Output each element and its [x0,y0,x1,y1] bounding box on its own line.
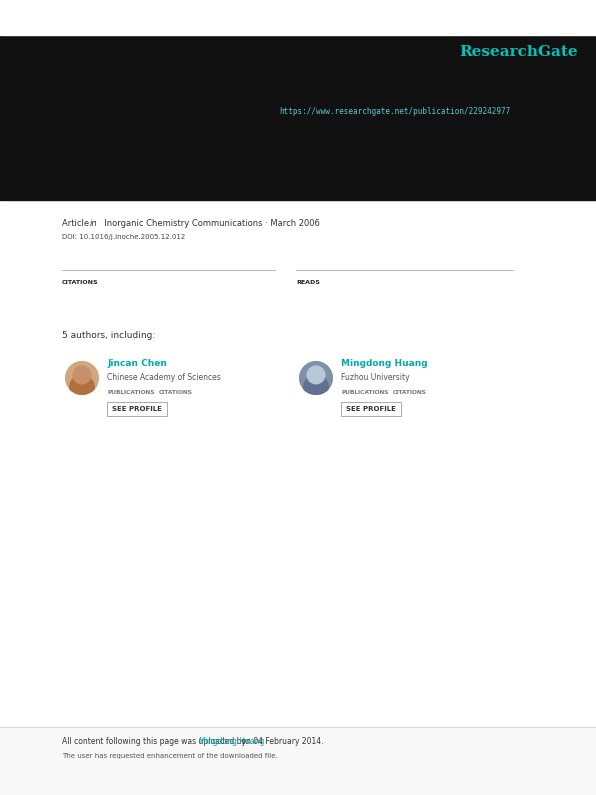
Circle shape [299,361,333,395]
Text: SEE PROFILE: SEE PROFILE [346,406,396,412]
Bar [0,0,596,35]
Text: CITATIONS: CITATIONS [393,390,427,394]
Bar [107,402,167,416]
Circle shape [70,375,94,400]
Text: Chinese Academy of Sciences: Chinese Academy of Sciences [107,373,221,382]
Circle shape [307,366,325,384]
Text: Inorganic Chemistry Communications · March 2006: Inorganic Chemistry Communications · Mar… [99,219,320,228]
Text: Jincan Chen: Jincan Chen [107,359,167,369]
Text: Mingdong Huang: Mingdong Huang [199,738,265,747]
Text: All content following this page was uploaded by: All content following this page was uplo… [62,738,249,747]
Text: on 04 February 2014.: on 04 February 2014. [240,738,324,747]
Text: PUBLICATIONS: PUBLICATIONS [107,390,154,394]
Text: Article: Article [62,219,94,228]
Text: CITATIONS: CITATIONS [62,280,98,285]
Text: ResearchGate: ResearchGate [460,45,578,59]
Bar [0,727,596,795]
Text: in: in [90,219,98,228]
Text: DOI: 10.1016/j.inoche.2005.12.012: DOI: 10.1016/j.inoche.2005.12.012 [62,234,185,240]
Text: Fuzhou University: Fuzhou University [341,373,409,382]
Circle shape [304,375,328,400]
Text: READS: READS [296,280,320,285]
Text: CITATIONS: CITATIONS [159,390,193,394]
Text: PUBLICATIONS: PUBLICATIONS [341,390,389,394]
Circle shape [73,366,91,384]
Circle shape [65,361,99,395]
Text: 5 authors, including:: 5 authors, including: [62,332,155,340]
Text: The user has requested enhancement of the downloaded file.: The user has requested enhancement of th… [62,753,278,759]
Text: Mingdong Huang: Mingdong Huang [341,359,427,369]
Bar [341,402,401,416]
Bar [0,35,596,200]
Text: https://www.researchgate.net/publication/229242977: https://www.researchgate.net/publication… [280,107,511,117]
Text: SEE PROFILE: SEE PROFILE [112,406,162,412]
